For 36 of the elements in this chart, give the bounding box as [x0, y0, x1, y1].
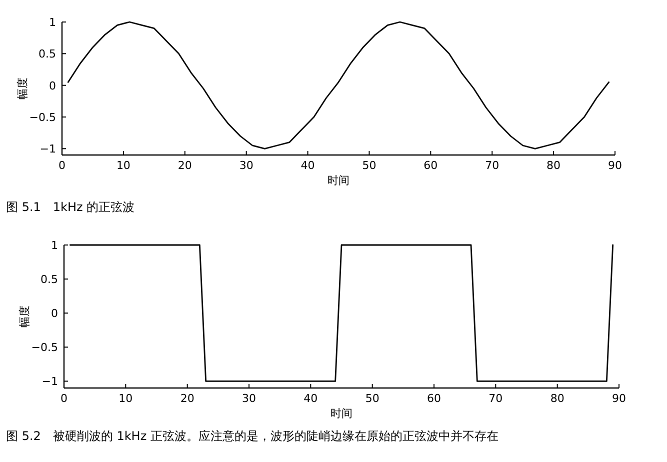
x-tick-label: 30: [242, 392, 256, 405]
x-tick-label: 40: [304, 392, 318, 405]
y-tick-label: 1: [49, 16, 56, 29]
y-tick-label: −0.5: [31, 341, 58, 354]
x-tick-label: 70: [488, 392, 503, 405]
caption: 图 5.1 1kHz 的正弦波: [6, 200, 135, 214]
line-series: [67, 21, 610, 150]
y-tick-label: 0.5: [38, 48, 56, 61]
x-tick-label: 90: [612, 392, 626, 405]
x-tick-label: 50: [362, 159, 376, 172]
x-tick-label: 80: [546, 159, 561, 172]
y-axis-title: 幅度: [16, 78, 29, 100]
caption: 图 5.2 被硬削波的 1kHz 正弦波。应注意的是，波形的陡峭边缘在原始的正弦波中并不存在: [6, 429, 498, 443]
y-tick-label: −1: [42, 375, 58, 388]
x-tick-label: 60: [424, 159, 438, 172]
y-tick-label: −1: [40, 142, 56, 156]
x-tick-label: 30: [239, 159, 254, 172]
x-tick-label: 10: [116, 159, 130, 172]
y-tick-label: −0.5: [29, 111, 56, 124]
y-axis-title: 幅度: [18, 306, 31, 328]
x-tick-label: 20: [178, 159, 192, 172]
x-tick-label: 20: [180, 392, 194, 405]
x-tick-label: 80: [550, 392, 564, 405]
x-tick-label: 10: [118, 392, 133, 405]
x-tick-label: 50: [365, 392, 380, 405]
y-tick-label: 0: [51, 307, 58, 320]
x-tick-label: 90: [608, 159, 622, 172]
x-tick-label: 70: [485, 159, 500, 172]
x-axis-title: 时间: [328, 174, 350, 187]
y-tick-label: 1: [51, 239, 58, 252]
y-tick-label: 0.5: [40, 273, 58, 286]
x-tick-label: 0: [60, 392, 68, 405]
y-tick-label: 0: [49, 79, 56, 92]
x-axis-title: 时间: [330, 407, 352, 420]
x-tick-label: 60: [427, 392, 441, 405]
x-tick-label: 40: [300, 159, 315, 172]
